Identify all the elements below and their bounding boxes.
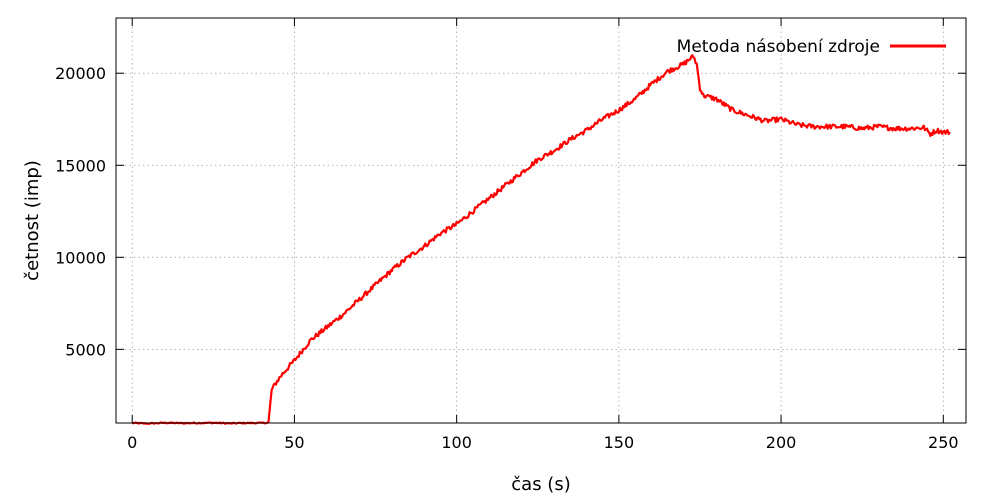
- y-axis-label: četnost (imp): [22, 160, 43, 281]
- legend: Metoda násobení zdroje: [677, 37, 946, 57]
- x-tick-label: 50: [284, 433, 304, 452]
- x-axis-label: čas (s): [511, 474, 570, 495]
- x-tick-label: 250: [928, 433, 959, 452]
- x-tick-label: 150: [604, 433, 635, 452]
- y-tick-label: 15000: [55, 156, 106, 175]
- y-tick-label: 20000: [55, 64, 106, 83]
- y-tick-label: 10000: [55, 248, 106, 267]
- x-tick-label: 0: [127, 433, 137, 452]
- grid: [116, 18, 966, 423]
- legend-label: Metoda násobení zdroje: [677, 37, 880, 57]
- axis-ticks: 0 50 100 150 200 250 5000 10000 15000 20000: [55, 18, 966, 452]
- series-line: [131, 54, 951, 425]
- series-layer: [131, 54, 951, 425]
- plot-frame: [115, 17, 967, 424]
- x-tick-label: 200: [766, 433, 797, 452]
- y-tick-label: 5000: [65, 340, 106, 359]
- x-tick-label: 100: [441, 433, 472, 452]
